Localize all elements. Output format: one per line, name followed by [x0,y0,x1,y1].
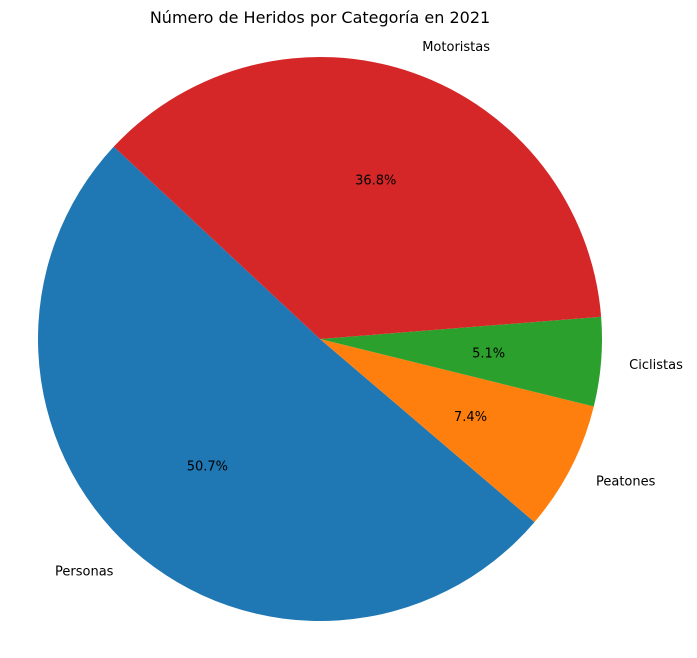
pie-slice-personas [38,146,535,621]
pie-slice-ciclistas [320,316,602,407]
pie-slices [38,57,602,621]
slice-label-ciclistas: Ciclistas [629,358,683,373]
slice-label-peatones: Peatones [596,475,656,490]
chart-title: Número de Heridos por Categoría en 2021 [150,8,490,27]
slice-percent-peatones: 7.4% [454,410,487,425]
slice-percent-personas: 50.7% [187,459,228,474]
slice-label-personas: Personas [55,564,114,579]
slice-label-motoristas: Motoristas [422,40,490,55]
pie-slice-motoristas [113,57,602,340]
slice-percent-motoristas: 36.8% [355,173,396,188]
slice-percent-ciclistas: 5.1% [472,347,505,362]
pie-labels: Personas 50.7% Peatones 7.4% Ciclistas 5.1% Mo… [55,40,683,579]
pie-slice-peatones [320,339,594,523]
